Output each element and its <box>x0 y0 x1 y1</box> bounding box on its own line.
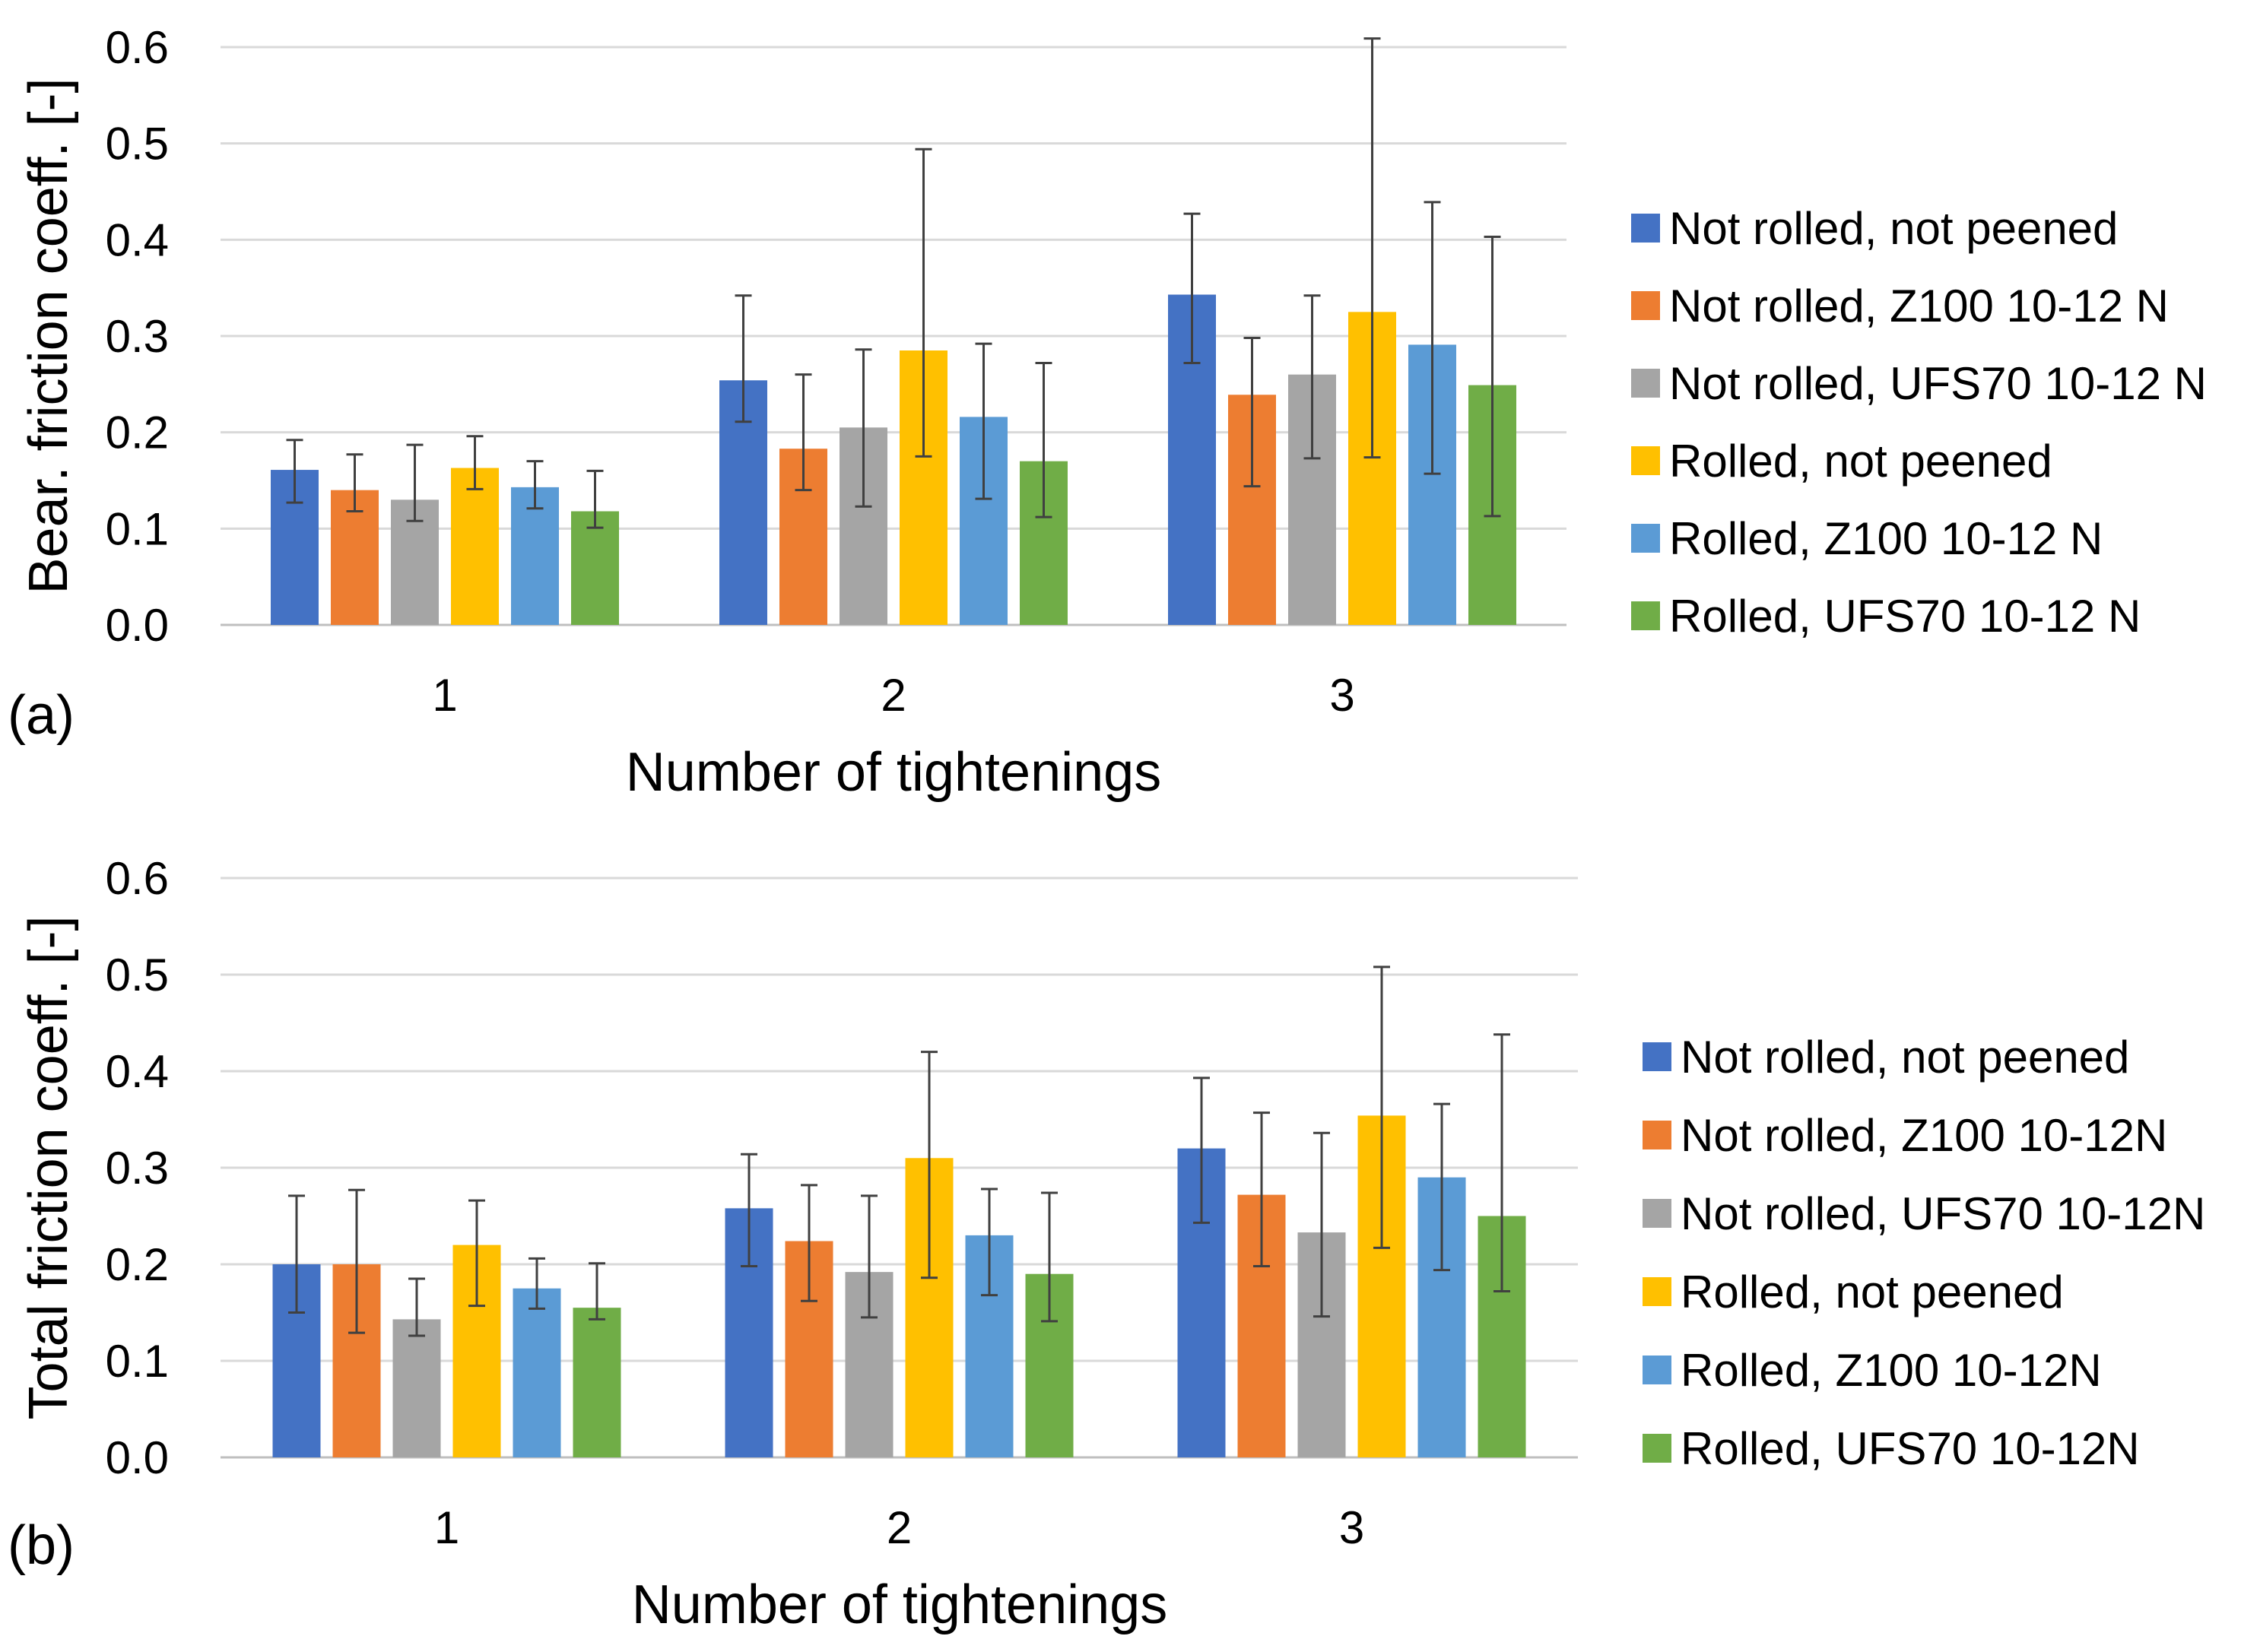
panel-b-y-tick-label: 0.5 <box>106 950 169 1000</box>
panel-a-legend-swatch <box>1631 446 1660 475</box>
panel-a-x-tick-label: 1 <box>432 670 457 721</box>
panel-a-legend-label: Rolled, Z100 10-12 N <box>1669 513 2103 564</box>
panel-b-legend-swatch <box>1643 1042 1671 1071</box>
panel-b-x-tick-label: 3 <box>1339 1502 1364 1553</box>
panel-a-x-tick-label: 3 <box>1329 670 1354 721</box>
panel-b-y-tick-label: 0.2 <box>106 1239 169 1290</box>
panel-b-bar <box>392 1319 441 1457</box>
panel-a-legend-swatch <box>1631 524 1660 553</box>
panel-a-x-tick-label: 2 <box>881 670 906 721</box>
panel-b-x-tick-label: 1 <box>434 1502 459 1553</box>
panel-b-y-tick-label: 0.4 <box>106 1046 169 1097</box>
panel-b-y-tick-label: 0.1 <box>106 1336 169 1387</box>
panel-a-y-tick-label: 0.2 <box>106 407 169 458</box>
panel-b-legend-swatch <box>1643 1121 1671 1149</box>
panel-b-legend-swatch <box>1643 1356 1671 1384</box>
panel-a-y-tick-label: 0.1 <box>106 503 169 554</box>
panel-b-y-tick-label: 0.0 <box>106 1432 169 1483</box>
panel-b-bar <box>513 1288 561 1457</box>
panel-b-y-tick-label: 0.3 <box>106 1143 169 1194</box>
panel-a-bar <box>511 487 559 625</box>
panel-a-y-tick-label: 0.0 <box>106 600 169 651</box>
panel-a-legend-swatch <box>1631 369 1660 398</box>
panel-b-legend-swatch <box>1643 1434 1671 1463</box>
panel-b-bar <box>573 1308 621 1457</box>
panel-a-legend-label: Rolled, not peened <box>1669 436 2052 487</box>
panel-a-legend-swatch <box>1631 291 1660 320</box>
panel-b-legend-swatch <box>1643 1277 1671 1306</box>
panel-b-legend-swatch <box>1643 1199 1671 1228</box>
panel-a-legend-label: Not rolled, UFS70 10-12 N <box>1669 358 2207 409</box>
panel-a-legend-label: Not rolled, Z100 10-12 N <box>1669 281 2169 331</box>
panel-b-legend-label: Not rolled, UFS70 10-12N <box>1681 1188 2205 1239</box>
panel-b-y-tick-label: 0.6 <box>106 853 169 904</box>
panel-a-y-tick-label: 0.4 <box>106 214 169 265</box>
panel-a-legend-swatch <box>1631 214 1660 243</box>
panel-b-x-axis-title: Number of tightenings <box>632 1574 1167 1635</box>
panel-b-legend-label: Not rolled, Z100 10-12N <box>1681 1110 2167 1161</box>
panel-a-y-tick-label: 0.5 <box>106 119 169 170</box>
panel-b-legend-label: Rolled, not peened <box>1681 1267 2064 1317</box>
panel-a-bar <box>451 468 499 625</box>
panel-b-y-axis-title: Total friction coeff. [-] <box>18 916 79 1420</box>
panel-a-legend-swatch <box>1631 601 1660 630</box>
panel-a-y-tick-label: 0.3 <box>106 311 169 362</box>
panel-a-y-tick-label: 0.6 <box>106 22 169 73</box>
panel-a-x-axis-title: Number of tightenings <box>626 742 1161 803</box>
panel-b-legend-label: Not rolled, not peened <box>1681 1032 2129 1083</box>
panel-a-bar <box>571 511 619 625</box>
panel-a-y-axis-title: Bear. friction coeff. [-] <box>18 78 79 595</box>
panel-b-legend-label: Rolled, UFS70 10-12N <box>1681 1423 2140 1474</box>
panel-a-legend-label: Not rolled, not peened <box>1669 203 2118 254</box>
panel-a-bar <box>331 490 379 625</box>
panel-b-x-tick-label: 2 <box>887 1502 912 1553</box>
panel-a-label: (a) <box>8 685 75 746</box>
panel-a-legend-label: Rolled, UFS70 10-12 N <box>1669 591 2141 642</box>
panel-b-label: (b) <box>8 1515 75 1576</box>
panel-b-legend-label: Rolled, Z100 10-12N <box>1681 1345 2102 1396</box>
